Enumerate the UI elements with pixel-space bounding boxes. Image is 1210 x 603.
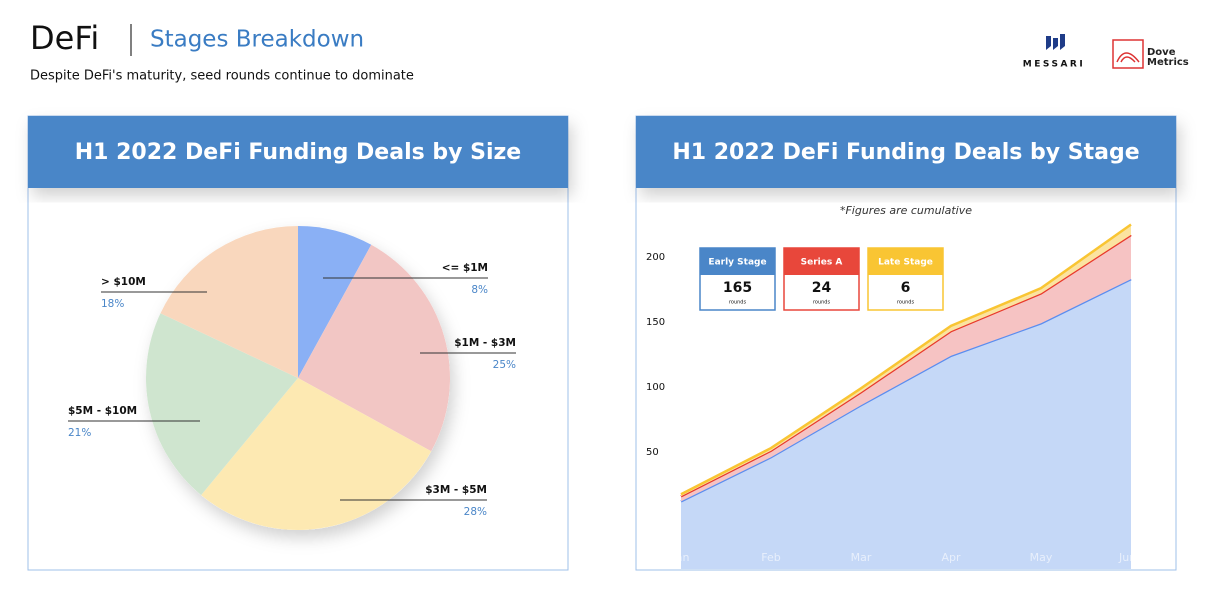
x-tick-label: May <box>1030 551 1053 564</box>
slice-label: $3M - $5M <box>425 484 487 496</box>
pie-slice <box>298 244 450 452</box>
callout-value: 24 <box>812 280 832 296</box>
callout-value: 165 <box>723 280 752 296</box>
y-tick-label: 150 <box>646 317 665 328</box>
chart-subtitle: *Figures are cumulative <box>840 204 972 217</box>
x-tick-label: Mar <box>851 551 872 564</box>
callout-name: Late Stage <box>878 258 933 268</box>
slide-title: DeFi <box>30 19 99 57</box>
pie-chart: <= $1M 8% $1M - $3M 25% $3M - $5M 28% $5M - $1… <box>68 226 516 530</box>
pie-slice <box>201 378 432 530</box>
slice-label: $1M - $3M <box>454 337 516 349</box>
slice-value: 25% <box>493 359 516 371</box>
callout-header <box>868 248 943 275</box>
slice-value: 28% <box>464 506 487 518</box>
callout-name: Series A <box>801 258 843 268</box>
area-fill <box>681 234 1131 502</box>
panel-header <box>28 116 568 188</box>
slice-value: 18% <box>101 298 124 310</box>
callout-unit: rounds <box>897 300 915 306</box>
messari-logo: MESSARI <box>1023 34 1085 70</box>
tagline: Despite DeFi's maturity, seed rounds con… <box>30 69 414 84</box>
area-fill <box>681 279 1131 569</box>
area-fill <box>681 224 1131 497</box>
y-tick-label: 200 <box>646 252 665 263</box>
y-tick-label: 50 <box>646 447 659 458</box>
chart-title: H1 2022 DeFi Funding Deals by Stage <box>672 140 1139 165</box>
area-chart: 50 100 150 200 Jan Feb Mar Apr May June <box>646 223 1143 569</box>
slice-value: 8% <box>471 284 488 296</box>
dove-logo: Dove Metrics <box>1112 39 1189 69</box>
callout-unit: rounds <box>813 300 831 306</box>
callout-unit: rounds <box>729 300 747 306</box>
slice-label: <= $1M <box>442 262 488 274</box>
dove-text: Metrics <box>1147 57 1189 68</box>
pie-slice <box>160 226 298 378</box>
messari-text: MESSARI <box>1023 60 1085 70</box>
slice-label: > $10M <box>101 276 146 288</box>
callout-name: Early Stage <box>708 258 766 268</box>
dove-text: Dove <box>1147 47 1176 58</box>
pie-slice <box>146 313 298 496</box>
slide-subtitle: Stages Breakdown <box>150 27 364 53</box>
x-tick-label: Apr <box>941 551 961 564</box>
callout-value: 6 <box>901 280 911 296</box>
overlay: Early Stage 165 rounds Series A 24 rounds Late… <box>699 247 944 311</box>
x-tick-label: June <box>1118 551 1143 564</box>
x-tick-label: Jan <box>672 551 690 564</box>
panel-header <box>636 116 1176 188</box>
callout-header <box>784 248 859 275</box>
callout-header <box>700 248 775 275</box>
slice-value: 21% <box>68 427 91 439</box>
pie-slice <box>298 226 372 378</box>
x-tick-label: Feb <box>761 551 780 564</box>
y-tick-label: 100 <box>646 382 665 393</box>
chart-title: H1 2022 DeFi Funding Deals by Size <box>75 140 521 165</box>
area-line <box>680 223 1132 496</box>
slice-label: $5M - $10M <box>68 405 137 417</box>
